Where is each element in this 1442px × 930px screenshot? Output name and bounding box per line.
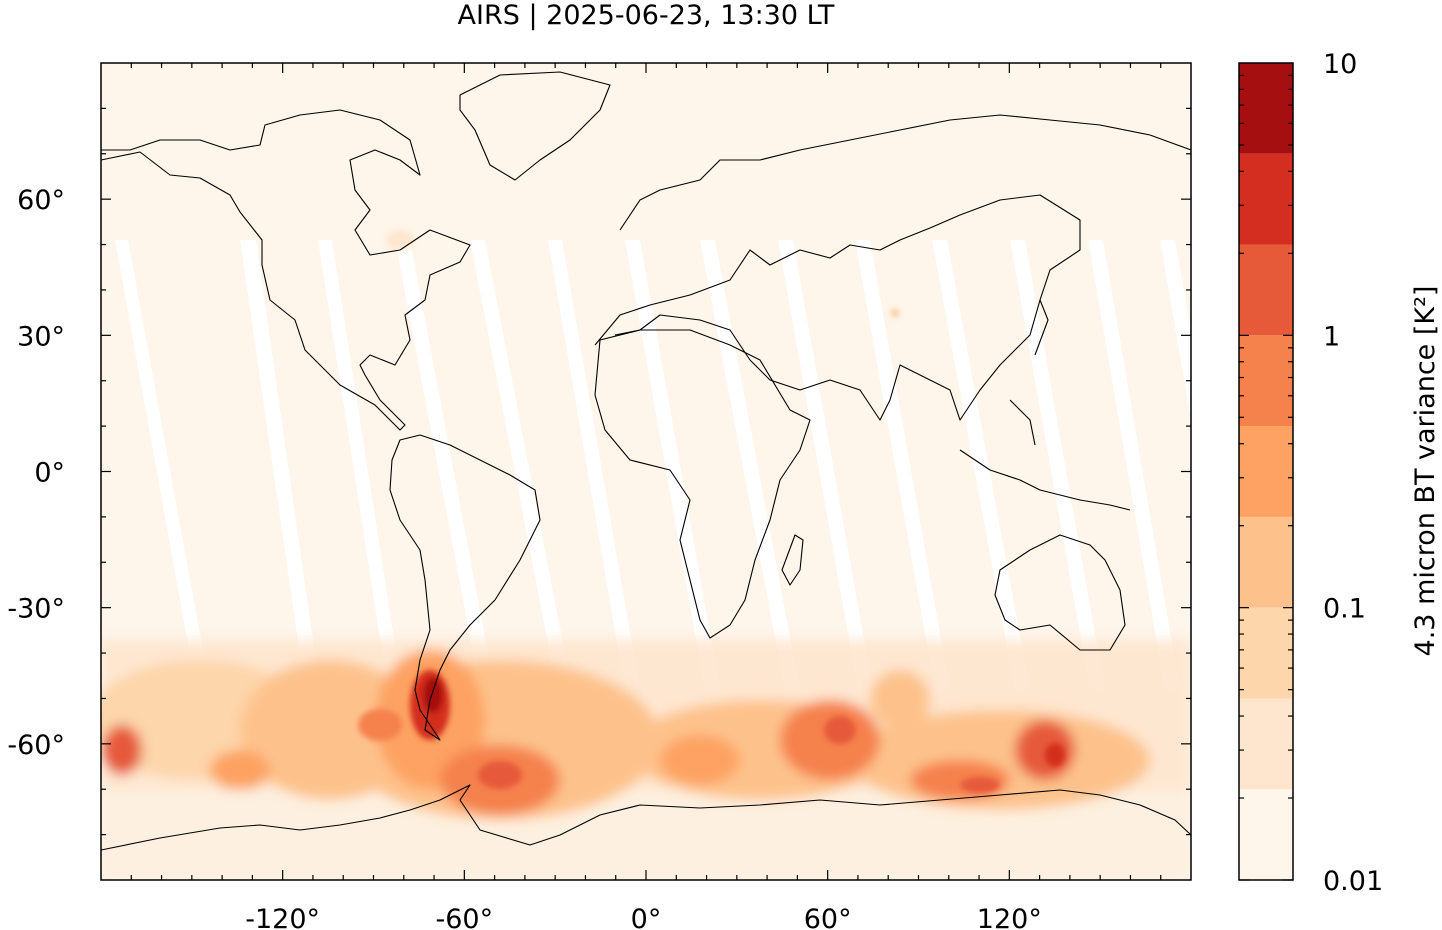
colorbar-level bbox=[1239, 244, 1293, 336]
y-tick-label: 0° bbox=[34, 458, 65, 489]
coastlines bbox=[101, 71, 1191, 851]
colorbar-tick-label: 0.1 bbox=[1323, 594, 1366, 625]
colorbar-label: 4.3 micron BT variance [K²] bbox=[1410, 286, 1441, 657]
coast-arctic-eurasia bbox=[619, 114, 1191, 231]
colorbar-level bbox=[1239, 698, 1293, 790]
map-ticks bbox=[101, 63, 1191, 880]
plot-title: AIRS | 2025-06-23, 13:30 LT bbox=[458, 0, 835, 31]
swath-gaps bbox=[115, 240, 1191, 700]
y-tick-label: 30° bbox=[17, 321, 65, 352]
x-tick-label: -60° bbox=[436, 904, 494, 930]
x-tick-label: 120° bbox=[977, 904, 1042, 930]
coast-maritime-asia bbox=[959, 299, 1131, 511]
variance-field bbox=[101, 230, 1191, 880]
colorbar-levels bbox=[1239, 63, 1293, 880]
x-tick-label: -120° bbox=[245, 904, 320, 930]
x-tick-label: 60° bbox=[804, 904, 852, 930]
map-panel: -120° -60° 0° 60° 120° 60° 30° 0° -30° -60° bbox=[7, 62, 1192, 930]
colorbar-tick-labels: 10 1 0.1 0.01 bbox=[1323, 49, 1383, 897]
colorbar-ticks bbox=[1239, 74, 1293, 881]
colorbar-tick-label: 10 bbox=[1323, 49, 1357, 80]
colorbar-level bbox=[1239, 607, 1293, 699]
coast-greenland bbox=[459, 71, 611, 181]
colorbar-frame bbox=[1238, 62, 1294, 881]
colorbar-level bbox=[1239, 335, 1293, 427]
y-tick-label: 60° bbox=[17, 185, 65, 216]
coast-north-america bbox=[101, 109, 471, 431]
coast-africa bbox=[594, 329, 811, 639]
y-tick-labels: 60° 30° 0° -30° -60° bbox=[7, 185, 65, 761]
colorbar-level bbox=[1239, 789, 1293, 880]
y-tick-label: -30° bbox=[7, 594, 65, 625]
colorbar-tick-label: 1 bbox=[1323, 321, 1340, 352]
colorbar: 10 1 0.1 0.01 4.3 micron BT variance [K²] bbox=[1238, 49, 1441, 897]
y-tick-label: -60° bbox=[7, 730, 65, 761]
colorbar-level bbox=[1239, 516, 1293, 608]
coast-madagascar bbox=[781, 534, 804, 586]
colorbar-level bbox=[1239, 426, 1293, 517]
x-tick-labels: -120° -60° 0° 60° 120° bbox=[245, 904, 1042, 930]
x-tick-label: 0° bbox=[631, 904, 662, 930]
colorbar-level bbox=[1239, 63, 1293, 154]
coast-australia bbox=[994, 534, 1126, 651]
coast-south-america bbox=[389, 434, 541, 741]
colorbar-level bbox=[1239, 153, 1293, 245]
colorbar-tick-label: 0.01 bbox=[1323, 866, 1383, 897]
coast-antarctica bbox=[101, 784, 1191, 851]
